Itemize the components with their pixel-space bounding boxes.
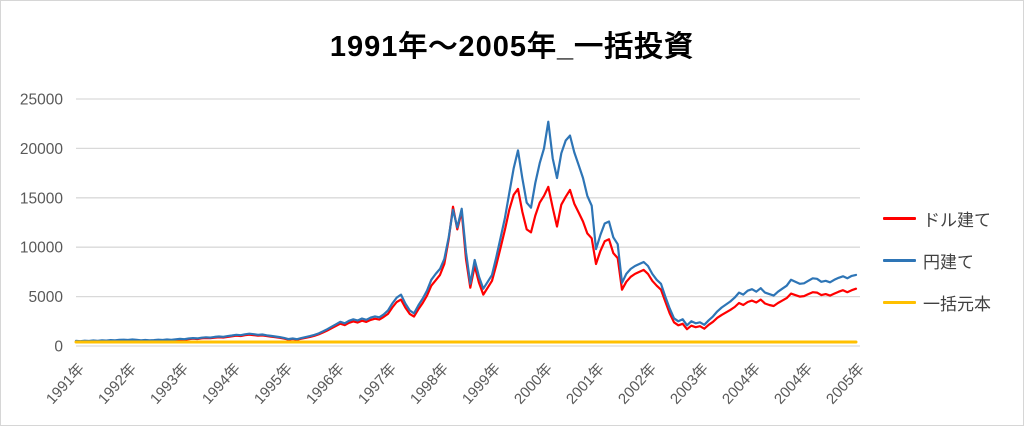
x-axis-tick-label: 2002年 xyxy=(615,360,660,407)
x-axis-tick-label: 1991年 xyxy=(43,360,88,407)
legend-item-yen: 円建て xyxy=(883,248,991,273)
dollar-line-swatch-icon xyxy=(883,217,916,220)
x-axis-tick-label: 2004年 xyxy=(771,360,816,407)
chart-title: 1991年〜2005年_一括投資 xyxy=(329,31,695,63)
x-axis-tick-label: 1992年 xyxy=(95,360,140,407)
y-axis-tick-label: 20000 xyxy=(20,141,63,158)
y-axis-tick-label: 5000 xyxy=(29,289,64,306)
x-axis-tick-label: 1999年 xyxy=(459,360,504,407)
x-axis-tick-label: 1994年 xyxy=(199,360,244,407)
yen-line-swatch-icon xyxy=(883,259,916,262)
chart-legend: ドル建て 円建て 一括元本 xyxy=(883,206,991,315)
y-axis-tick-label: 10000 xyxy=(20,240,63,257)
legend-label-yen: 円建て xyxy=(923,253,974,272)
x-axis-tick-label: 1998年 xyxy=(407,360,452,407)
x-axis-tick-label: 2001年 xyxy=(563,360,608,407)
x-axis-tick-label: 2004年 xyxy=(719,360,764,407)
y-axis-tick-label: 15000 xyxy=(20,190,63,207)
series-line-ドル建て xyxy=(74,185,858,343)
x-axis-tick-label: 1995年 xyxy=(251,360,296,407)
legend-label-dollar: ドル建て xyxy=(923,211,991,230)
y-axis-tick-label: 0 xyxy=(54,339,63,356)
x-axis-tick-label: 2000年 xyxy=(511,360,556,407)
legend-item-principal: 一括元本 xyxy=(883,290,991,315)
principal-line-swatch-icon xyxy=(883,301,916,304)
y-axis-tick-label: 25000 xyxy=(20,92,63,109)
x-axis-tick-label: 2005年 xyxy=(823,360,868,407)
x-axis-tick-label: 1993年 xyxy=(147,360,192,407)
x-axis-tick-label: 2003年 xyxy=(667,360,712,407)
legend-item-dollar: ドル建て xyxy=(883,206,991,231)
x-axis-tick-label: 1996年 xyxy=(303,360,348,407)
x-axis-tick-label: 1997年 xyxy=(355,360,400,407)
series-line-円建て xyxy=(74,120,858,343)
legend-label-principal: 一括元本 xyxy=(923,295,991,314)
